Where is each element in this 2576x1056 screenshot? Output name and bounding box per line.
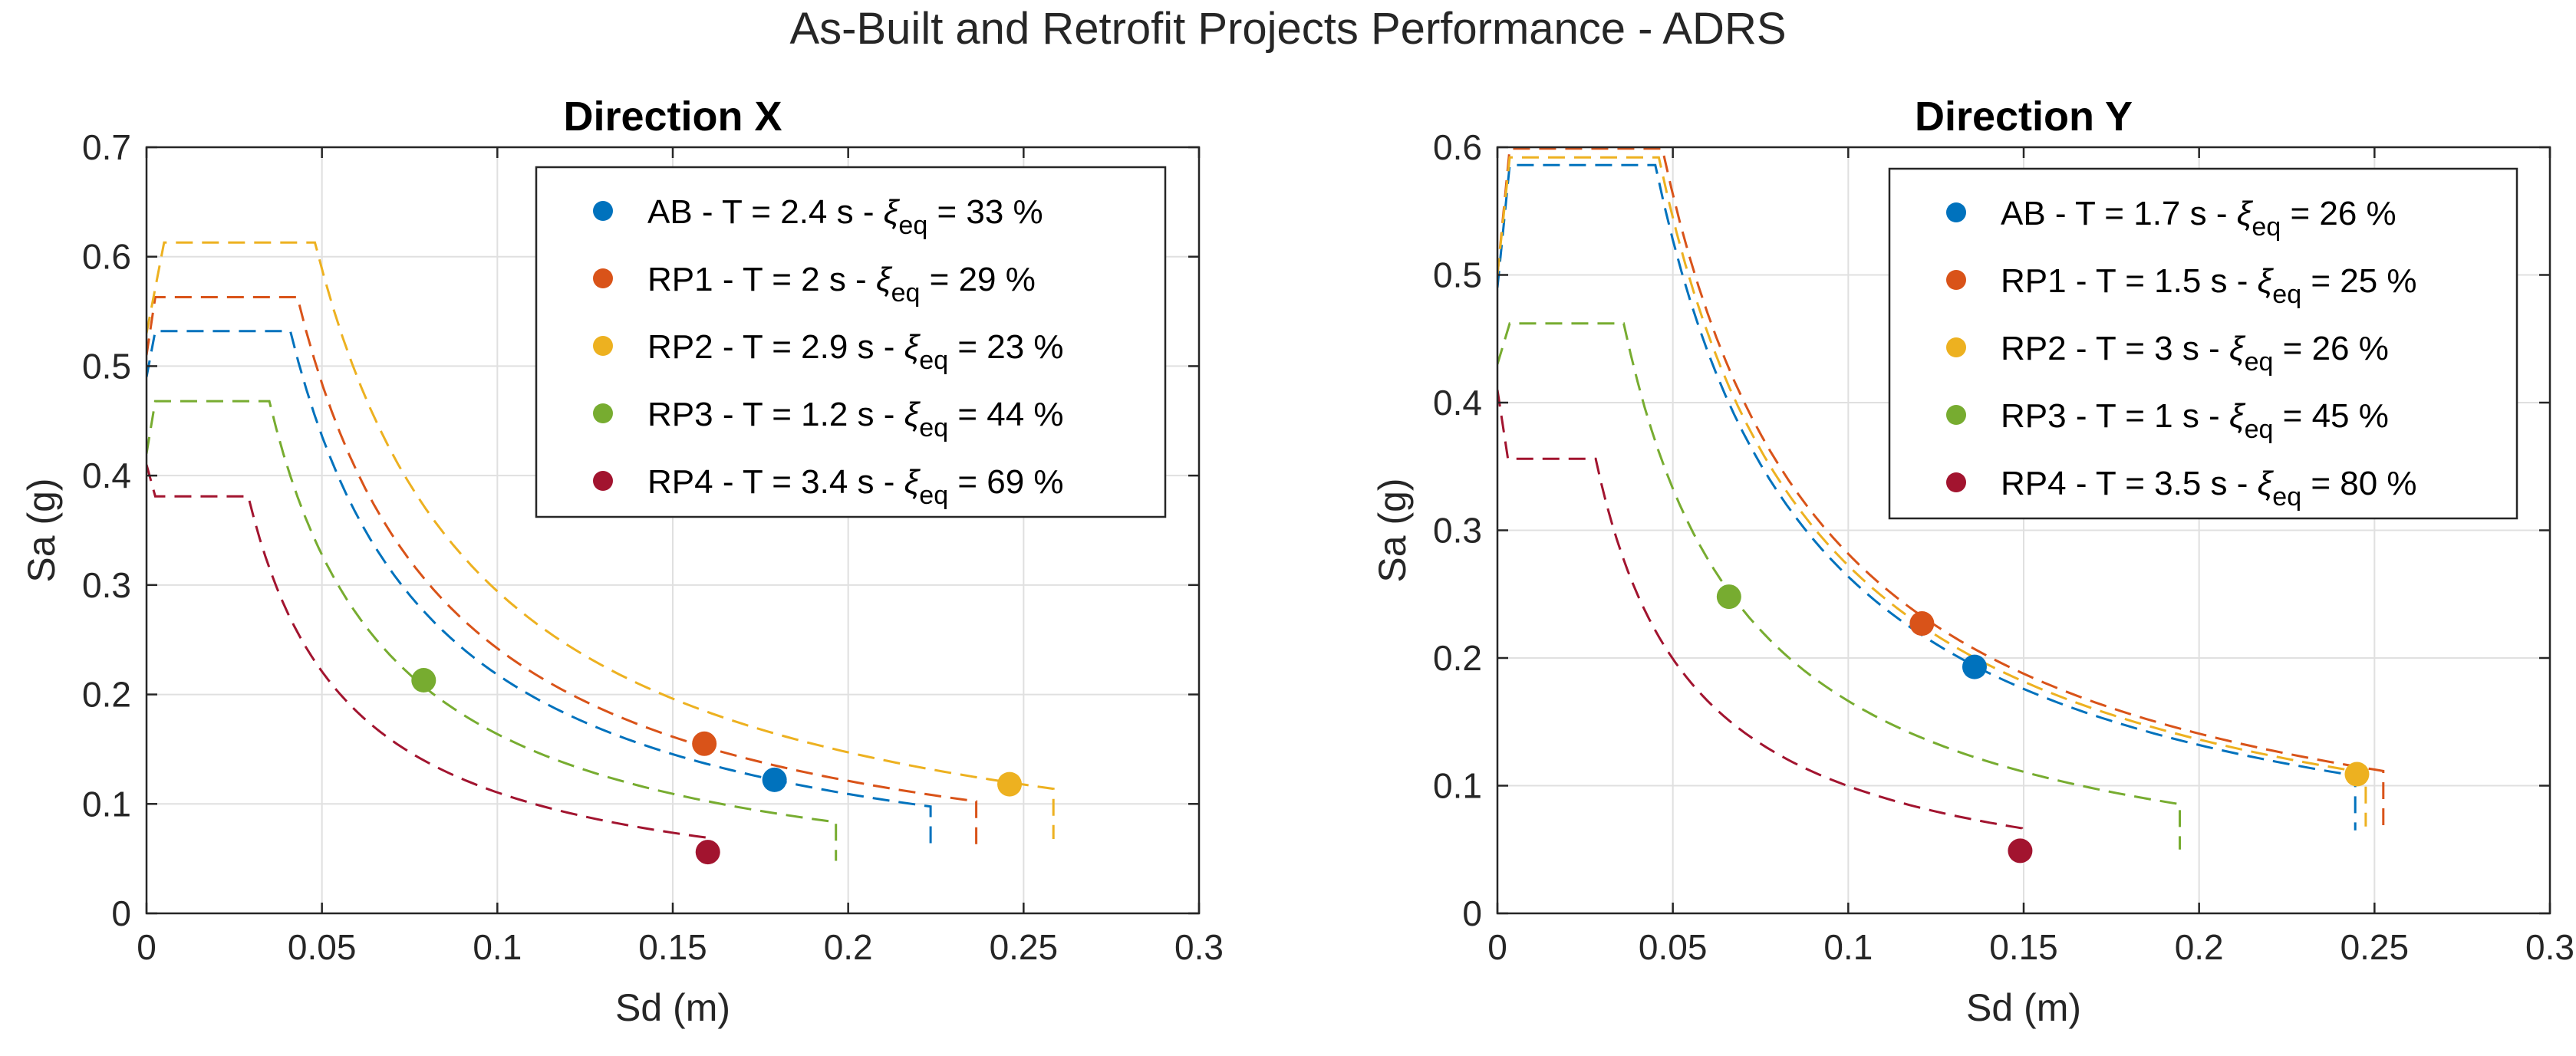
c1-xtick-label-6: 0.3 xyxy=(2525,927,2574,967)
c1-point-rp1 xyxy=(1909,611,1935,637)
c1-ticks: 0 0.05 0.1 0.15 0.2 0.25 0.3 0 0.1 0.2 0.3 0.4 0.5 0.… xyxy=(1433,127,2574,967)
c0-legend-marker-rp3 xyxy=(593,403,613,423)
c0-spectrum-rp3 xyxy=(147,400,838,861)
c1-ytick-label-3: 0.3 xyxy=(1433,511,1482,551)
c0-xtick-label-5: 0.25 xyxy=(990,927,1059,967)
c0-xlabel: Sd (m) xyxy=(615,986,730,1029)
c1-xtick-label-5: 0.25 xyxy=(2340,927,2410,967)
c1-xtick-label-4: 0.2 xyxy=(2175,927,2224,967)
c0-ytick-label-5: 0.5 xyxy=(82,346,131,386)
c1-ytick-label-1: 0.1 xyxy=(1433,766,1482,806)
c1-ytick-label-4: 0.4 xyxy=(1433,383,1482,423)
c1-legend-marker-rp3 xyxy=(1946,405,1966,425)
c1-legend: AB - T = 1.7 s - ξeq = 26 % RP1 - T = 1.5… xyxy=(1888,167,2518,520)
c0-ticks: 0 0.05 0.1 0.15 0.2 0.25 0.3 0 0.1 0.2 0.3 0.4 0.5 0.… xyxy=(82,127,1224,967)
c0-legend-label-rp4: RP4 - T = 3.4 s - ξeq = 69 % xyxy=(647,463,1064,510)
c0-legend-marker-rp1 xyxy=(593,268,613,288)
c0-spectrum-ab xyxy=(147,330,932,850)
c1-ytick-label-5: 0.5 xyxy=(1433,255,1482,295)
c0-point-rp1 xyxy=(692,731,717,756)
c0-point-rp2 xyxy=(997,771,1023,797)
c0-title: Direction X xyxy=(563,94,782,140)
c1-data xyxy=(1497,147,2385,864)
chart-direction-y: 0 0.05 0.1 0.15 0.2 0.25 0.3 0 0.1 0.2 0.3 0.4 0.5 0.… xyxy=(1371,94,2574,1029)
c0-legend-label-rp1: RP1 - T = 2 s - ξeq = 29 % xyxy=(647,261,1036,308)
c1-ytick-label-6: 0.6 xyxy=(1433,127,1482,167)
c1-xtick-label-0: 0 xyxy=(1487,927,1507,967)
c1-legend-marker-ab xyxy=(1946,202,1966,222)
c0-data xyxy=(147,241,1055,865)
c0-spectrum-rp4 xyxy=(147,464,707,859)
c1-ytick-label-2: 0.2 xyxy=(1433,638,1482,678)
c0-legend-label-ab: AB - T = 2.4 s - ξeq = 33 % xyxy=(647,193,1043,240)
c1-spectrum-rp4 xyxy=(1497,390,2024,832)
c1-legend-label-rp4: RP4 - T = 3.5 s - ξeq = 80 % xyxy=(2001,465,2417,512)
figure-title: As-Built and Retrofit Projects Performan… xyxy=(789,4,1787,54)
c0-point-ab xyxy=(762,767,787,792)
c0-xtick-label-2: 0.1 xyxy=(473,927,522,967)
c1-spectrum-rp1 xyxy=(1497,147,2385,834)
c0-spectrum-rp2 xyxy=(147,241,1055,839)
c1-legend-label-rp3: RP3 - T = 1 s - ξeq = 45 % xyxy=(2001,397,2389,444)
c0-point-rp4 xyxy=(695,840,720,865)
c0-legend-box xyxy=(535,166,1167,518)
c1-legend-marker-rp2 xyxy=(1946,337,1966,357)
c0-xtick-label-3: 0.15 xyxy=(638,927,707,967)
c1-ytick-label-0: 0 xyxy=(1462,893,1482,933)
c1-legend-box xyxy=(1888,167,2518,520)
c1-xtick-label-3: 0.15 xyxy=(1989,927,2058,967)
c1-xtick-label-1: 0.05 xyxy=(1639,927,1708,967)
c1-legend-label-ab: AB - T = 1.7 s - ξeq = 26 % xyxy=(2001,195,2396,242)
c1-point-ab xyxy=(1962,654,1987,679)
c0-legend-marker-rp2 xyxy=(593,336,613,356)
c0-legend-label-rp3: RP3 - T = 1.2 s - ξeq = 44 % xyxy=(647,396,1064,442)
c1-ylabel: Sa (g) xyxy=(1371,478,1414,582)
c0-ytick-label-2: 0.2 xyxy=(82,675,131,715)
c1-point-rp4 xyxy=(2008,838,2033,864)
c0-xtick-label-4: 0.2 xyxy=(824,927,873,967)
c1-point-rp2 xyxy=(2344,762,2370,787)
c0-legend-marker-ab xyxy=(593,201,613,221)
c0-legend-label-rp2: RP2 - T = 2.9 s - ξeq = 23 % xyxy=(647,328,1064,375)
c0-legend: AB - T = 2.4 s - ξeq = 33 % RP1 - T = 2 s… xyxy=(535,166,1167,518)
c1-legend-label-rp2: RP2 - T = 3 s - ξeq = 26 % xyxy=(2001,330,2389,377)
c0-point-rp3 xyxy=(411,668,436,693)
c1-spectrum-ab xyxy=(1497,163,2357,831)
c0-spectrum-rp1 xyxy=(147,296,978,846)
c0-legend-marker-rp4 xyxy=(593,471,613,491)
c0-xtick-label-1: 0.05 xyxy=(288,927,357,967)
c1-xtick-label-2: 0.1 xyxy=(1823,927,1873,967)
c1-legend-marker-rp1 xyxy=(1946,270,1966,290)
chart-direction-x: 0 0.05 0.1 0.15 0.2 0.25 0.3 0 0.1 0.2 0.3 0.4 0.5 0.… xyxy=(20,94,1224,1029)
c0-ytick-label-3: 0.3 xyxy=(82,565,131,605)
c0-ytick-label-6: 0.6 xyxy=(82,237,131,277)
c1-spectrum-rp2 xyxy=(1497,156,2367,827)
c1-title: Direction Y xyxy=(1915,94,2133,140)
c0-ytick-label-1: 0.1 xyxy=(82,784,131,824)
c1-point-rp3 xyxy=(1716,584,1741,610)
c0-ylabel: Sa (g) xyxy=(20,478,63,582)
c0-ytick-label-0: 0 xyxy=(111,893,131,933)
c0-ytick-label-4: 0.4 xyxy=(82,456,131,495)
c1-legend-label-rp1: RP1 - T = 1.5 s - ξeq = 25 % xyxy=(2001,262,2417,309)
c1-spectrum-rp3 xyxy=(1497,322,2181,850)
c1-xlabel: Sd (m) xyxy=(1966,986,2081,1029)
c0-xtick-label-0: 0 xyxy=(137,927,156,967)
c0-xtick-label-6: 0.3 xyxy=(1174,927,1224,967)
c0-ytick-label-7: 0.7 xyxy=(82,127,131,167)
c1-legend-marker-rp4 xyxy=(1946,472,1966,492)
